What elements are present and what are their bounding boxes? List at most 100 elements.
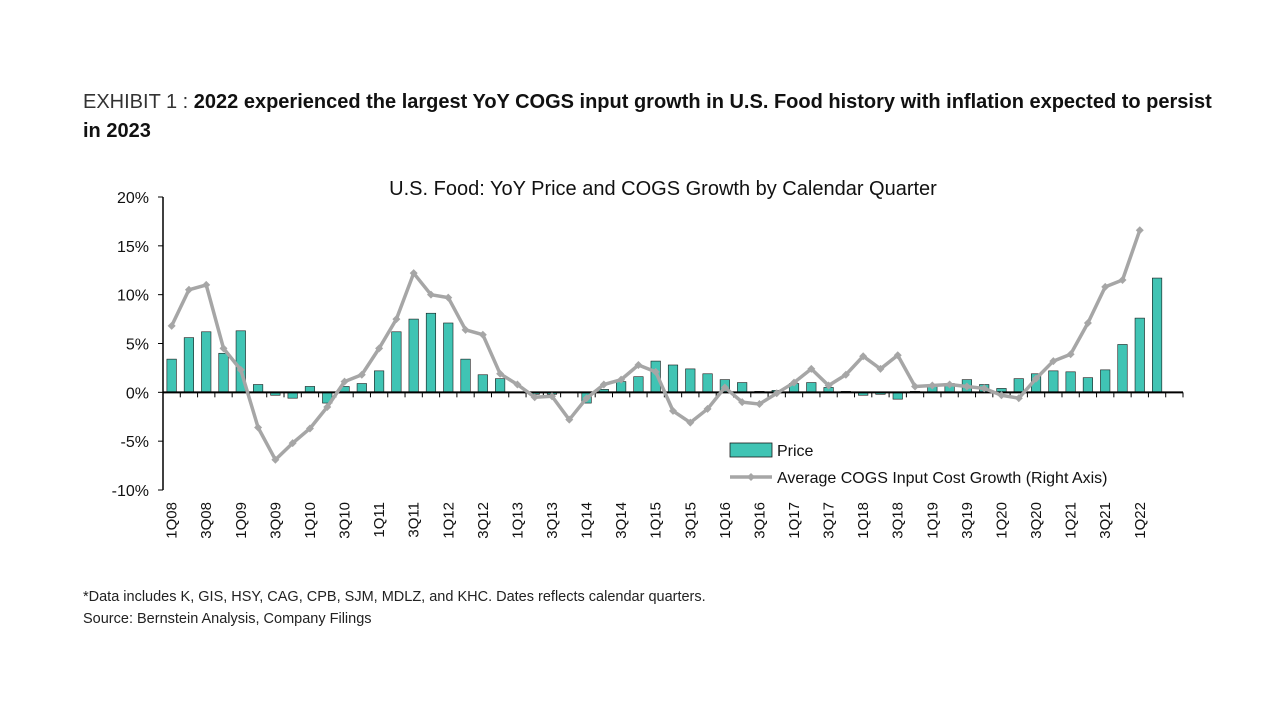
price-bar xyxy=(702,373,713,393)
y-tick-label: 0% xyxy=(126,385,149,402)
price-bar xyxy=(201,331,212,393)
cogs-point xyxy=(807,364,816,373)
price-bar xyxy=(425,312,437,393)
price-bar xyxy=(253,384,264,393)
cogs-point xyxy=(876,364,885,373)
price-bar xyxy=(892,392,903,400)
price-bar xyxy=(633,376,644,393)
cogs-point xyxy=(409,269,418,278)
x-tick-label: 1Q13 xyxy=(509,502,526,539)
cogs-point xyxy=(1032,374,1041,383)
cogs-point xyxy=(1014,394,1023,403)
x-tick-label: 3Q10 xyxy=(337,502,354,539)
cogs-point xyxy=(513,380,522,389)
cogs-point xyxy=(305,424,314,433)
cogs-point xyxy=(669,406,677,415)
cogs-point xyxy=(1135,226,1144,235)
cogs-point xyxy=(444,293,453,302)
x-tick-label: 3Q11 xyxy=(406,502,423,538)
price-bar xyxy=(1065,371,1076,393)
x-tick-label: 1Q12 xyxy=(440,502,457,539)
cogs-point xyxy=(478,330,487,339)
x-tick-label: 3Q19 xyxy=(959,502,976,539)
cogs-point xyxy=(547,392,556,401)
cogs-point xyxy=(426,290,435,299)
x-tick-label: 3Q21 xyxy=(1097,502,1114,539)
cogs-point xyxy=(1101,282,1110,291)
x-tick-label: 3Q18 xyxy=(890,502,907,539)
price-bar xyxy=(391,331,402,393)
cogs-point xyxy=(392,315,401,324)
legend-cogs-marker xyxy=(747,473,755,481)
x-tick-label: 1Q19 xyxy=(924,502,941,539)
cogs-point xyxy=(997,391,1006,400)
x-tick-label: 3Q17 xyxy=(821,502,838,539)
x-tick-label: 3Q08 xyxy=(198,502,215,539)
price-bar xyxy=(477,374,488,393)
cogs-point xyxy=(651,367,660,376)
cogs-point xyxy=(254,423,263,432)
price-bar xyxy=(685,368,696,393)
cogs-point xyxy=(841,370,850,379)
price-bar xyxy=(443,322,454,393)
cogs-point xyxy=(824,381,833,390)
cogs-point xyxy=(720,383,729,392)
x-tick-label: 3Q14 xyxy=(613,502,630,539)
exhibit-title: 2022 experienced the largest YoY COGS in… xyxy=(83,91,1212,142)
cogs-point xyxy=(530,393,539,402)
chart-title: U.S. Food: YoY Price and COGS Growth by … xyxy=(389,178,937,200)
footnote-data-note: *Data includes K, GIS, HSY, CAG, CPB, SJ… xyxy=(83,589,706,605)
cogs-point xyxy=(634,360,643,369)
x-tick-label: 3Q09 xyxy=(267,502,284,539)
cogs-point xyxy=(1066,350,1075,359)
cogs-point xyxy=(184,285,193,294)
cogs-point xyxy=(323,402,332,411)
x-tick-label: 1Q17 xyxy=(786,502,803,539)
price-bar xyxy=(460,358,471,393)
x-tick-label: 1Q08 xyxy=(164,502,181,539)
y-tick-label: 5% xyxy=(126,337,149,354)
exhibit-label: EXHIBIT 1 : xyxy=(83,91,189,113)
cogs-point xyxy=(599,380,608,389)
cogs-point xyxy=(202,280,211,289)
x-tick-label: 1Q16 xyxy=(717,502,734,539)
price-cogs-chart: U.S. Food: YoY Price and COGS Growth by … xyxy=(112,178,1184,539)
exhibit-heading: EXHIBIT 1 : 2022 experienced the largest… xyxy=(83,88,1213,146)
cogs-line xyxy=(170,229,1142,462)
cogs-point xyxy=(893,351,902,360)
x-tick-label: 1Q09 xyxy=(233,502,250,539)
cogs-point xyxy=(340,377,349,386)
x-tick-label: 3Q20 xyxy=(1028,502,1045,539)
cogs-point xyxy=(859,352,868,361)
cogs-point xyxy=(686,418,695,427)
cogs-point xyxy=(738,398,747,407)
cogs-point xyxy=(980,384,989,393)
price-bar xyxy=(183,337,194,393)
y-tick-label: -10% xyxy=(112,483,149,500)
legend-cogs-label: Average COGS Input Cost Growth (Right Ax… xyxy=(777,470,1108,487)
price-bar xyxy=(1013,378,1024,393)
cogs-point xyxy=(167,321,176,330)
price-bar xyxy=(1082,377,1093,393)
footnote-source: Source: Bernstein Analysis, Company Fili… xyxy=(83,611,372,627)
y-tick-label: 10% xyxy=(117,288,149,305)
cogs-point xyxy=(911,382,920,391)
legend-price-swatch xyxy=(729,442,773,458)
price-bar xyxy=(1048,370,1059,393)
cogs-point xyxy=(1083,318,1092,327)
price-bar xyxy=(1152,277,1163,393)
cogs-point xyxy=(945,380,954,389)
cogs-point xyxy=(703,404,712,413)
y-tick-label: 20% xyxy=(117,190,149,207)
x-tick-label: 3Q15 xyxy=(682,502,699,539)
cogs-point xyxy=(962,382,971,391)
cogs-point xyxy=(271,455,280,464)
legend-price-label: Price xyxy=(777,443,814,460)
cogs-point xyxy=(617,375,626,384)
price-bar xyxy=(667,364,679,393)
price-bar xyxy=(374,370,385,393)
price-bar xyxy=(495,378,506,393)
cogs-point xyxy=(461,325,470,334)
cogs-point xyxy=(565,415,574,424)
price-bar xyxy=(1117,344,1128,393)
